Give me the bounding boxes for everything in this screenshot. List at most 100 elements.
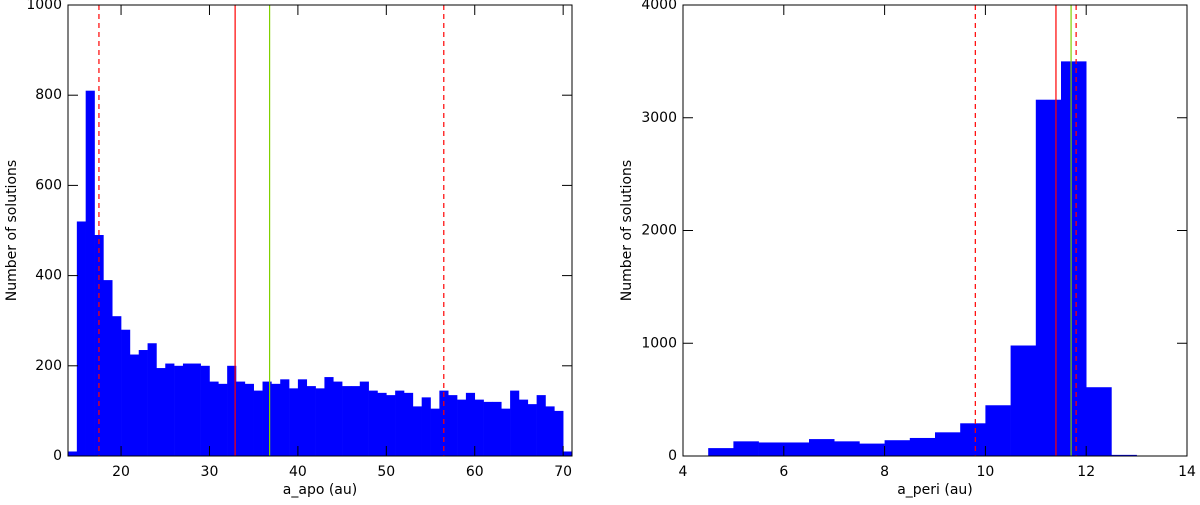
x-tick-label: 8: [880, 464, 889, 480]
x-tick-label: 70: [554, 464, 572, 480]
bar: [733, 441, 759, 456]
bar: [289, 388, 299, 456]
bar: [68, 451, 78, 456]
bar: [147, 343, 157, 456]
bar: [563, 451, 573, 456]
x-tick-label: 10: [976, 464, 994, 480]
bar: [359, 381, 369, 456]
bar: [218, 383, 228, 456]
bar: [1111, 454, 1137, 456]
bar: [271, 383, 281, 456]
bar: [386, 395, 396, 456]
bar: [156, 368, 166, 456]
x-tick-label: 30: [201, 464, 219, 480]
bar: [350, 386, 361, 456]
bar: [404, 392, 414, 456]
bar: [395, 390, 405, 456]
bar: [324, 377, 334, 456]
bar: [518, 399, 529, 456]
bar: [200, 365, 210, 456]
bar: [708, 448, 734, 456]
x-tick-label: 12: [1077, 464, 1095, 480]
bar: [165, 363, 175, 456]
bar: [527, 404, 537, 456]
y-tick-label: 1000: [641, 335, 677, 351]
bar: [1010, 345, 1037, 456]
bar: [960, 423, 986, 456]
bar: [280, 379, 290, 456]
x-tick-label: 14: [1178, 464, 1196, 480]
bar: [121, 329, 131, 456]
y-tick-label: 4000: [641, 0, 677, 13]
bar: [94, 235, 104, 456]
y-tick-label: 1000: [26, 0, 62, 13]
y-tick-label: 3000: [641, 110, 677, 126]
bar: [783, 442, 810, 456]
bar: [1086, 387, 1112, 456]
bar: [510, 390, 520, 456]
bar: [129, 354, 140, 456]
bar: [262, 381, 272, 456]
bar: [342, 386, 352, 456]
bar: [112, 316, 122, 456]
bar: [209, 381, 219, 456]
plot-frame: [67, 4, 573, 457]
bar: [191, 363, 201, 456]
x-tick-label: 20: [112, 464, 130, 480]
bar: [244, 383, 254, 456]
y-axis-label: Number of solutions: [4, 160, 20, 301]
bar: [758, 442, 785, 456]
bar: [138, 350, 148, 456]
bar: [483, 401, 493, 456]
bar: [377, 392, 387, 456]
bar: [859, 443, 885, 456]
bar: [834, 441, 860, 456]
bar: [368, 390, 378, 456]
bar: [103, 280, 113, 456]
y-tick-label: 0: [668, 448, 677, 464]
x-tick-label: 40: [289, 464, 307, 480]
bar: [306, 386, 316, 456]
y-tick-label: 800: [35, 87, 62, 103]
bar: [492, 401, 502, 456]
bar: [501, 408, 511, 456]
x-tick-label: 4: [679, 464, 688, 480]
bar: [76, 221, 86, 456]
bar: [253, 390, 263, 456]
x-axis-label: a_peri (au): [897, 482, 973, 498]
bar: [1061, 61, 1087, 456]
bar: [1035, 99, 1062, 457]
bar: [297, 379, 308, 456]
bar: [315, 388, 325, 456]
bar: [236, 381, 246, 456]
y-tick-label: 200: [35, 358, 62, 374]
bar: [227, 365, 237, 456]
bar: [412, 406, 422, 456]
y-tick-label: 600: [35, 177, 62, 193]
x-tick-label: 6: [779, 464, 788, 480]
bar: [85, 90, 95, 456]
bar: [474, 399, 484, 456]
y-axis-label: Number of solutions: [619, 160, 635, 301]
bar: [465, 392, 476, 456]
bar: [985, 405, 1011, 456]
bar: [554, 410, 564, 456]
bar: [536, 395, 546, 456]
bar: [430, 408, 440, 456]
bar: [809, 439, 835, 456]
bar: [935, 432, 961, 456]
bar: [909, 437, 936, 456]
bar: [884, 440, 911, 456]
y-tick-label: 2000: [641, 223, 677, 239]
bar: [448, 395, 458, 456]
bar: [174, 365, 184, 456]
x-axis-label: a_apo (au): [283, 482, 357, 498]
bar: [545, 406, 555, 456]
bar: [421, 397, 431, 456]
bar: [457, 399, 467, 456]
y-tick-label: 400: [35, 268, 62, 284]
x-tick-label: 60: [466, 464, 484, 480]
bar: [333, 381, 343, 456]
bar: [182, 363, 193, 456]
